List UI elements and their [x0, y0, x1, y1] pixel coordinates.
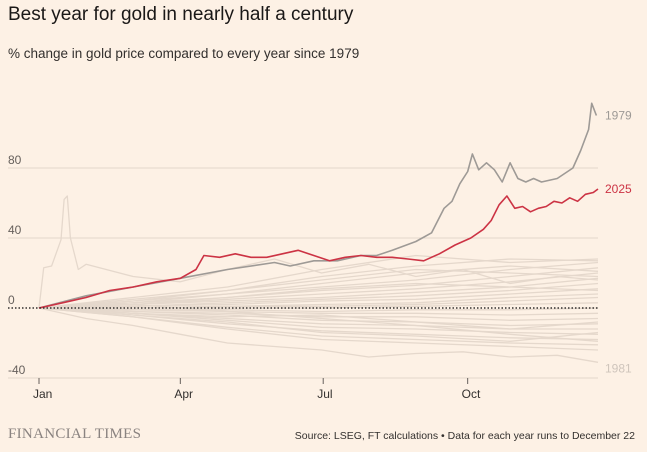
y-tick-label: 40 [8, 223, 22, 237]
x-axis: Jan Apr Jul Oct [33, 378, 481, 401]
end-label-1979: 1979 [605, 109, 632, 123]
highlighted-year-lines [38, 102, 599, 309]
end-label-2025: 2025 [605, 182, 632, 196]
background-year-lines [38, 195, 599, 363]
chart-subtitle: % change in gold price compared to every… [8, 46, 360, 61]
series-end-labels: 1979 2025 1981 [605, 109, 632, 376]
line-year-y11 [38, 307, 599, 316]
line-year-y26 [38, 303, 599, 342]
line-year-2025 [38, 188, 599, 309]
y-tick-label: -40 [8, 363, 26, 377]
gridlines [8, 167, 598, 379]
line-year-1981 [38, 307, 599, 363]
ft-logo: FINANCIAL TIMES [8, 426, 142, 442]
line-year-1979 [38, 102, 598, 309]
line-year-y06 [38, 288, 599, 309]
line-year-y13 [38, 307, 599, 327]
y-tick-label: 0 [8, 293, 15, 307]
x-tick-label: Oct [462, 387, 481, 401]
line-year-y19 [38, 258, 599, 309]
source-note: Source: LSEG, FT calculations • Data for… [294, 430, 635, 442]
line-year-y24 [38, 307, 599, 330]
line-year-y18 [38, 307, 599, 351]
y-tick-label: 80 [8, 153, 22, 167]
line-year-y25 [38, 307, 599, 342]
x-tick-label: Jul [317, 387, 332, 401]
end-label-1981: 1981 [605, 361, 632, 375]
y-axis-labels: 80 40 0 -40 [8, 153, 26, 377]
line-year-y20 [38, 254, 599, 309]
line-year-y21 [38, 265, 599, 309]
line-year-y22 [38, 268, 599, 309]
x-tick-label: Apr [174, 387, 193, 401]
line-year-y09 [39, 302, 599, 309]
x-tick-label: Jan [33, 387, 52, 401]
chart-title: Best year for gold in nearly half a cent… [8, 4, 354, 25]
